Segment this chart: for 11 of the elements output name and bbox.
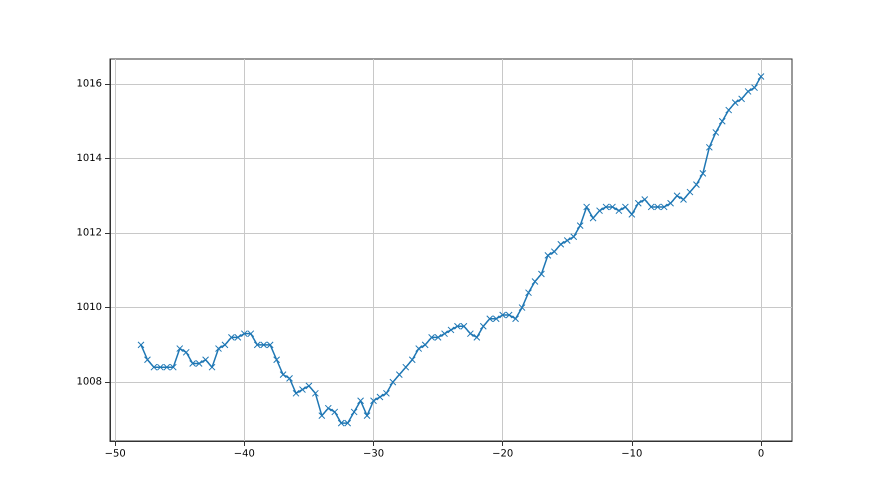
x-tick-label: 0 — [758, 448, 764, 460]
y-tick-label: 1012 — [76, 228, 102, 239]
y-tick-label: 1014 — [76, 153, 102, 164]
y-tick-label: 1010 — [76, 302, 102, 314]
x-tick-label: −30 — [362, 448, 384, 460]
x-tick-label: −40 — [234, 448, 255, 460]
x-tick-label: −10 — [621, 448, 642, 460]
x-tick-label: −50 — [104, 448, 126, 460]
x-tick-label: −20 — [492, 448, 514, 460]
y-tick-label: 1016 — [76, 78, 102, 90]
y-tick-label: 1008 — [76, 376, 102, 388]
